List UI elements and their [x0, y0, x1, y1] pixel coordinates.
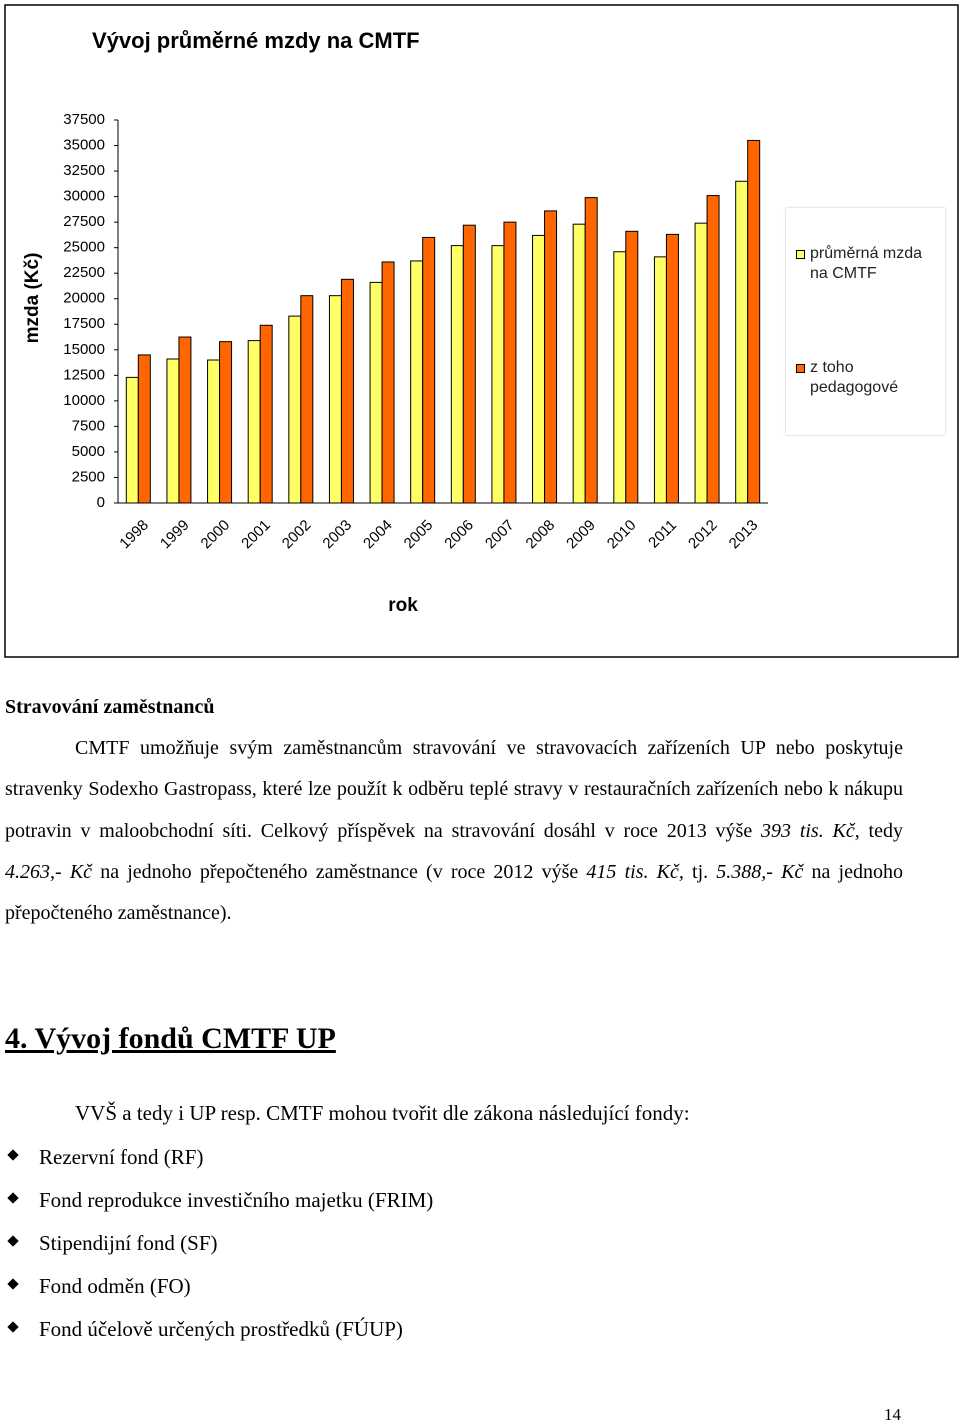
- bar: [450, 245, 464, 504]
- fund-list: Rezervní fond (RF) Fond reprodukce invest…: [0, 1140, 433, 1355]
- y-tick-label: 17500: [63, 315, 105, 332]
- y-tick-label: 30000: [63, 188, 105, 205]
- chart-title: Vývoj průměrné mzdy na CMTF: [92, 28, 420, 53]
- y-tick-label: 2500: [72, 468, 105, 485]
- bar: [300, 295, 314, 504]
- bar: [381, 261, 395, 504]
- page-number: 14: [884, 1405, 901, 1424]
- legend-entry: z toho pedagogové: [796, 358, 936, 398]
- x-axis-label: rok: [388, 595, 418, 616]
- list-item: Fond účelově určených prostředků (FÚUP): [0, 1312, 433, 1355]
- legend-swatch: [796, 250, 805, 259]
- y-tick-label: 7500: [72, 417, 105, 434]
- legend-label: z toho pedagogové: [810, 359, 899, 396]
- bar: [532, 234, 546, 504]
- bar: [462, 224, 476, 504]
- legend: průměrná mzda na CMTF z toho pedagogové: [786, 208, 945, 435]
- bar: [259, 324, 273, 504]
- y-tick-label: 5000: [72, 443, 105, 460]
- bar: [544, 210, 558, 504]
- text-run: 5.388,- Kč: [716, 860, 804, 883]
- y-tick-label: 37500: [63, 111, 105, 128]
- bar: [125, 376, 139, 504]
- y-tick-label: 20000: [63, 290, 105, 307]
- bar: [178, 336, 192, 504]
- text-run: tj.: [683, 860, 717, 883]
- text-run: CMTF umožňuje svým zaměstnancům stravová…: [5, 737, 903, 842]
- text-run: na jednoho přepočteného zaměstnance).: [5, 860, 903, 925]
- bar: [747, 139, 761, 504]
- bar: [219, 341, 233, 504]
- bar: [137, 354, 151, 504]
- bar: [572, 223, 586, 504]
- bar: [422, 236, 436, 504]
- bar: [625, 230, 639, 504]
- bar: [665, 233, 679, 504]
- section-heading: 4. Vývoj fondů CMTF UP: [5, 1022, 336, 1055]
- y-axis-label: mzda (Kč): [22, 253, 43, 344]
- bar: [613, 251, 627, 504]
- bar: [207, 359, 221, 504]
- y-tick-label: 25000: [63, 239, 105, 256]
- bar: [503, 221, 517, 504]
- bar: [369, 281, 383, 504]
- bar: [653, 256, 667, 504]
- bar: [328, 295, 342, 504]
- y-tick-label: 10000: [63, 392, 105, 409]
- text-run: na jednoho přepočteného zaměstnance (v r…: [92, 860, 587, 883]
- bar: [247, 340, 261, 504]
- intro-text: VVŠ a tedy i UP resp. CMTF mohou tvořit …: [75, 1101, 690, 1125]
- bar: [491, 245, 505, 504]
- bar: [340, 278, 354, 504]
- section-heading: Stravování zaměstnanců: [5, 696, 215, 718]
- list-item: Rezervní fond (RF): [0, 1140, 433, 1183]
- text-run: , tedy: [854, 819, 903, 842]
- text-run: 4.263,- Kč: [5, 860, 93, 883]
- y-tick-label: 0: [97, 494, 105, 511]
- bar: [735, 180, 749, 504]
- list-item: Fond reprodukce investičního majetku (FR…: [0, 1183, 433, 1226]
- y-tick-label: 35000: [63, 137, 105, 154]
- legend-swatch: [796, 364, 805, 373]
- bar: [706, 195, 720, 504]
- legend-label: průměrná mzda na CMTF: [810, 245, 923, 282]
- paragraph: CMTF umožňuje svým zaměstnancům stravová…: [5, 728, 903, 934]
- y-tick-label: 27500: [63, 213, 105, 230]
- legend-entry: průměrná mzda na CMTF: [796, 244, 936, 284]
- bar: [410, 260, 424, 504]
- y-tick-label: 12500: [63, 366, 105, 383]
- y-tick-label: 15000: [63, 341, 105, 358]
- bar: [584, 197, 598, 504]
- list-item: Fond odměn (FO): [0, 1269, 433, 1312]
- bar: [166, 358, 180, 504]
- y-tick-label: 32500: [63, 162, 105, 179]
- bar: [288, 315, 302, 504]
- y-tick-label: 22500: [63, 264, 105, 281]
- bar: [694, 222, 708, 504]
- text-run: 415 tis. Kč,: [586, 860, 684, 883]
- text-run: 393 tis. Kč: [761, 819, 855, 842]
- list-item: Stipendijní fond (SF): [0, 1226, 433, 1269]
